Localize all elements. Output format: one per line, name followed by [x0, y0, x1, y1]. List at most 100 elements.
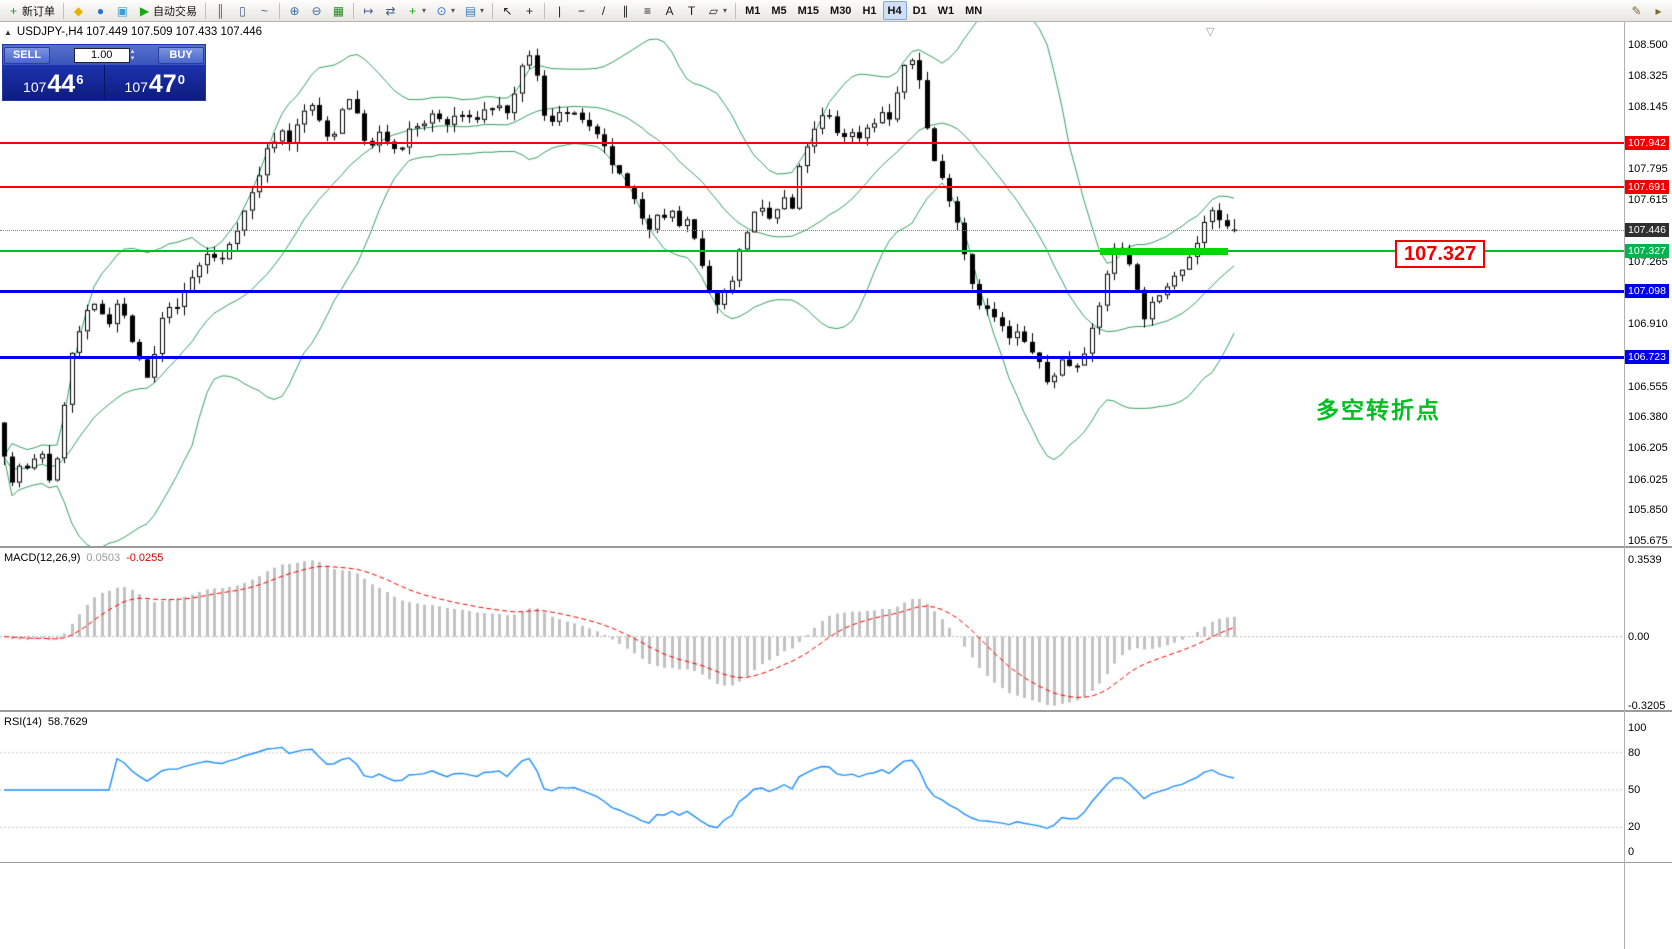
- text-button[interactable]: A: [659, 1, 680, 20]
- timeframe-h4-button[interactable]: H4: [882, 1, 907, 20]
- chart-shift-button[interactable]: ⇄: [380, 1, 401, 20]
- support-line-106723[interactable]: [0, 356, 1624, 359]
- support-line-107327[interactable]: [0, 250, 1624, 252]
- rsi-axis-label: 20: [1628, 821, 1641, 833]
- macd-main-value: 0.0503: [86, 552, 121, 564]
- pencil-icon: ✎: [1631, 3, 1642, 18]
- timeframe-mn-button[interactable]: MN: [960, 1, 987, 20]
- vertical-line-button[interactable]: |: [549, 1, 570, 20]
- buy-price[interactable]: 107 47 0: [105, 65, 206, 100]
- candle-chart-button[interactable]: ▯: [232, 1, 253, 20]
- price-axis-label: 105.675: [1628, 535, 1668, 547]
- tile-windows-button[interactable]: ▦: [328, 1, 349, 20]
- pointer-icon: ▸: [1655, 3, 1662, 18]
- auto-scroll-button[interactable]: ↦: [358, 1, 379, 20]
- price-axis-label: 106.025: [1628, 474, 1668, 486]
- label-button[interactable]: T: [681, 1, 702, 20]
- new-order-button[interactable]: + 新订单: [3, 1, 59, 20]
- rsi-indicator-label: RSI(14) 58.7629: [4, 716, 88, 728]
- volume-down-button[interactable]: ▾: [130, 55, 135, 62]
- zoom-out-button[interactable]: ⊖: [306, 1, 327, 20]
- rsi-title: RSI(14): [4, 716, 42, 728]
- panel-divider[interactable]: [0, 710, 1672, 712]
- resistance-line-107691[interactable]: [0, 186, 1624, 188]
- text-icon: A: [665, 3, 674, 18]
- marketwatch-button[interactable]: ●: [90, 1, 111, 20]
- current-price-line: [0, 230, 1624, 231]
- volume-up-button[interactable]: ▴: [130, 48, 135, 55]
- timeframe-d1-button[interactable]: D1: [908, 1, 932, 20]
- price-chart[interactable]: [0, 22, 1624, 546]
- panel-divider[interactable]: [0, 546, 1672, 548]
- price-callout-label[interactable]: 107.327: [1395, 240, 1486, 268]
- annotation-text[interactable]: 多空转折点: [1316, 397, 1441, 423]
- volume-control: ▴ ▾: [51, 47, 157, 63]
- time-axis[interactable]: 3 Sep 20194 Sep 08:005 Sep 16:009 Sep 00…: [0, 862, 1672, 949]
- periods-button[interactable]: ⊙ ▾: [431, 1, 459, 20]
- toolbar-separator: [205, 2, 206, 19]
- timeframe-m15-button[interactable]: M15: [793, 1, 824, 20]
- price-axis-border: [1624, 22, 1625, 949]
- rsi-axis-label: 0: [1628, 846, 1635, 858]
- templates-button[interactable]: ▤ ▾: [460, 1, 488, 20]
- shapes-icon: ▱: [708, 3, 719, 18]
- zoom-in-button[interactable]: ⊕: [284, 1, 305, 20]
- candlestick-icon: ▯: [239, 3, 246, 18]
- axis-marker-107942: 107.942: [1625, 136, 1669, 150]
- tile-windows-icon: ▦: [332, 3, 345, 18]
- buy-price-point: 0: [177, 72, 185, 87]
- green-zone-highlight[interactable]: [1100, 248, 1228, 255]
- autotrading-button[interactable]: ▶ 自动交易: [134, 1, 201, 20]
- macd-title: MACD(12,26,9): [4, 552, 81, 564]
- timeframe-m5-button[interactable]: M5: [766, 1, 791, 20]
- vertical-line-icon: |: [557, 3, 562, 18]
- pointer-button[interactable]: ▸: [1648, 1, 1669, 20]
- oneclick-toggle[interactable]: ▲: [4, 27, 12, 37]
- price-axis-label: 107.265: [1628, 256, 1668, 268]
- buy-button[interactable]: BUY: [158, 46, 204, 64]
- new-order-icon: +: [9, 3, 17, 18]
- timeframe-w1-button[interactable]: W1: [933, 1, 960, 20]
- terminal-button[interactable]: ▣: [112, 1, 133, 20]
- timeframe-h1-button[interactable]: H1: [857, 1, 881, 20]
- time-axis-divider: [0, 862, 1672, 863]
- price-axis-label: 106.380: [1628, 411, 1668, 423]
- resistance-line-107942[interactable]: [0, 142, 1624, 144]
- toolbar-separator: [544, 2, 546, 19]
- indicators-button[interactable]: + ▾: [402, 1, 430, 20]
- timeframe-w1-button-label: W1: [937, 4, 955, 17]
- bar-chart-button[interactable]: ║: [210, 1, 231, 20]
- macd-axis-label: 0.3539: [1628, 554, 1662, 566]
- macd-chart[interactable]: [0, 548, 1624, 710]
- trendline-button[interactable]: /: [593, 1, 614, 20]
- cursor-button[interactable]: ↖: [497, 1, 518, 20]
- rsi-value: 58.7629: [47, 716, 88, 728]
- timeframe-m30-button[interactable]: M30: [825, 1, 856, 20]
- rsi-axis-label: 50: [1628, 784, 1641, 796]
- volume-input[interactable]: [73, 47, 130, 63]
- channel-button[interactable]: ∥: [615, 1, 636, 20]
- timeframe-d1-button-label: D1: [912, 4, 927, 17]
- shapes-button[interactable]: ▱ ▾: [703, 1, 731, 20]
- price-axis-label: 106.205: [1628, 442, 1668, 454]
- crosshair-button[interactable]: +: [519, 1, 540, 20]
- toolbar-separator: [353, 2, 354, 19]
- timeframe-m1-button[interactable]: M1: [740, 1, 765, 20]
- fibonacci-button[interactable]: ≡: [637, 1, 658, 20]
- line-chart-button[interactable]: ~: [254, 1, 275, 20]
- chart-info-line: ▲ USDJPY-,H4 107.449 107.509 107.433 107…: [4, 26, 262, 38]
- sell-button[interactable]: SELL: [4, 46, 50, 64]
- fibonacci-icon: ≡: [644, 3, 652, 18]
- horizontal-line-button[interactable]: −: [571, 1, 592, 20]
- timeframe-h4-button-label: H4: [887, 4, 902, 17]
- edit-button[interactable]: ✎: [1626, 1, 1647, 20]
- price-axis-label: 107.615: [1628, 194, 1668, 206]
- rsi-chart[interactable]: [0, 712, 1624, 862]
- chart-shift-marker[interactable]: ▽: [1206, 26, 1215, 38]
- support-line-107098[interactable]: [0, 290, 1624, 293]
- cursor-icon: ↖: [502, 3, 513, 18]
- sell-price[interactable]: 107 44 6: [3, 65, 104, 100]
- profiles-button[interactable]: ◆: [68, 1, 89, 20]
- timeframe-m5-button-label: M5: [771, 4, 787, 17]
- zoom-in-icon: ⊕: [289, 3, 300, 18]
